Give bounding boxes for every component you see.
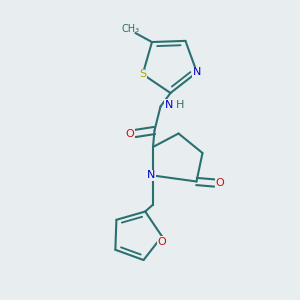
Text: O: O — [215, 178, 224, 188]
Text: O: O — [125, 128, 134, 139]
Text: S: S — [139, 69, 146, 79]
Text: O: O — [158, 237, 166, 247]
Text: H: H — [176, 100, 184, 110]
Text: N: N — [147, 170, 156, 181]
Text: CH₃: CH₃ — [122, 24, 140, 34]
Text: N: N — [165, 100, 173, 110]
Text: N: N — [193, 68, 201, 77]
